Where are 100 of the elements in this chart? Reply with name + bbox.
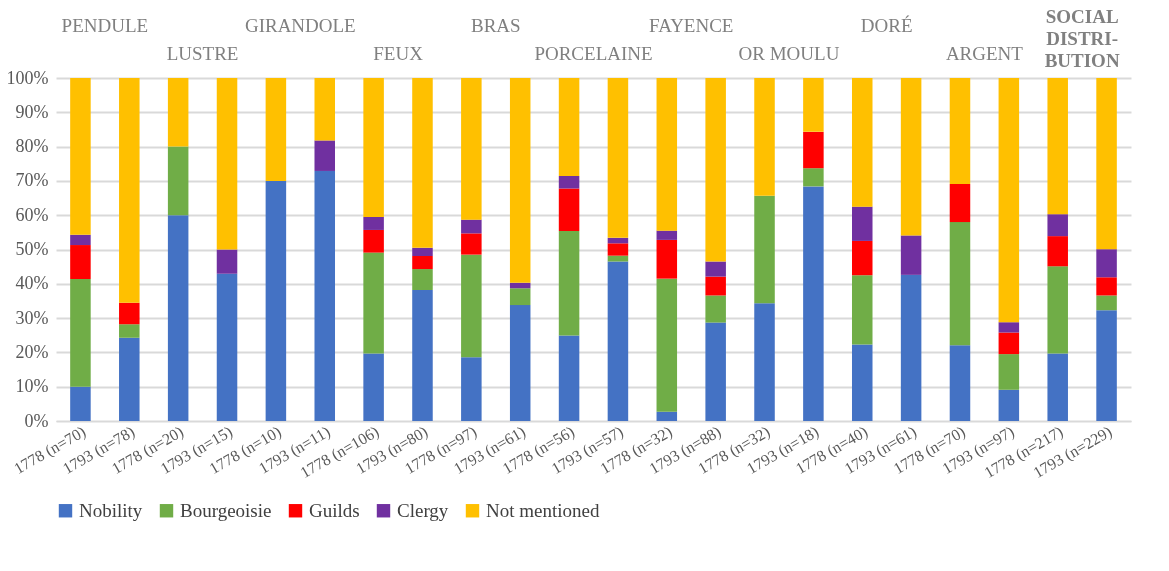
bar — [363, 216, 384, 230]
bar — [558, 78, 580, 177]
bar — [607, 78, 629, 238]
bar — [119, 78, 140, 303]
bar — [998, 354, 1020, 390]
bar — [851, 206, 873, 241]
bar — [363, 252, 384, 354]
bar — [412, 247, 433, 257]
bar — [1047, 353, 1068, 421]
bar — [70, 386, 91, 421]
bar — [167, 215, 189, 421]
bar — [1096, 277, 1117, 296]
bar — [558, 335, 580, 421]
bar — [412, 269, 433, 290]
bar — [900, 78, 922, 236]
bar — [949, 183, 971, 223]
bar — [900, 235, 922, 275]
bar — [998, 322, 1020, 333]
bar — [1047, 266, 1068, 354]
bar — [70, 279, 91, 387]
legend-label: Guilds — [309, 499, 360, 521]
bar — [607, 261, 629, 421]
bar — [1047, 78, 1068, 215]
y-tick-label: 10% — [15, 376, 49, 397]
legend-label: Clergy — [397, 499, 449, 521]
y-tick-label: 30% — [15, 307, 49, 328]
bar — [119, 302, 140, 325]
bar — [754, 195, 775, 304]
bar — [461, 233, 482, 255]
legend-label: Not mentioned — [486, 499, 600, 521]
bar — [754, 78, 775, 196]
bar — [167, 146, 189, 216]
bar — [558, 188, 580, 231]
y-tick-label: 100% — [6, 67, 49, 88]
y-tick-label: 0% — [24, 410, 49, 431]
text: DORÉ — [860, 15, 913, 36]
bar — [1096, 295, 1117, 311]
legend-label: Nobility — [79, 499, 143, 521]
bar — [509, 78, 531, 283]
bar — [363, 78, 384, 217]
bar — [705, 276, 726, 296]
bar — [363, 353, 384, 421]
bar — [705, 261, 726, 277]
bar — [705, 295, 726, 323]
bar — [656, 239, 678, 279]
bar — [314, 170, 336, 421]
bar — [705, 78, 726, 262]
bar — [656, 78, 678, 231]
bar — [70, 234, 91, 246]
text: LUSTRE — [166, 43, 239, 64]
y-tick-label: 60% — [15, 204, 49, 225]
bar — [1096, 249, 1117, 278]
y-tick-label: 70% — [15, 170, 49, 191]
y-tick-label: 50% — [15, 239, 49, 259]
bar — [265, 78, 287, 181]
bar — [70, 78, 91, 235]
bar — [461, 254, 482, 358]
bar — [754, 303, 775, 421]
bar — [607, 255, 629, 262]
bar — [803, 131, 824, 169]
bar — [803, 186, 824, 421]
bar — [265, 180, 287, 421]
bar — [461, 219, 482, 234]
y-tick-label: 80% — [15, 136, 49, 157]
text: BRAS — [470, 15, 521, 36]
bar — [461, 357, 482, 421]
bar — [900, 274, 922, 421]
y-tick-label: 40% — [15, 273, 49, 294]
bar — [803, 78, 824, 132]
bar — [998, 389, 1020, 421]
bar — [314, 78, 336, 141]
bar — [1047, 214, 1068, 237]
legend-label: Bourgeoisie — [180, 499, 272, 521]
text: GIRANDOLE — [244, 15, 356, 36]
y-tick-label: 20% — [15, 341, 49, 362]
bar — [509, 305, 531, 421]
bar — [558, 230, 580, 336]
bar — [314, 140, 336, 171]
text: FAYENCE — [648, 15, 734, 36]
bar — [119, 337, 140, 421]
bar — [412, 256, 433, 270]
bar — [412, 289, 433, 421]
bar — [558, 176, 580, 189]
bar — [656, 278, 678, 412]
bar — [1096, 310, 1117, 421]
text: SOCIAL DISTRI- BUTION — [1044, 6, 1120, 71]
bar — [216, 249, 238, 274]
bar — [949, 345, 971, 421]
bar — [119, 324, 140, 338]
bar — [1096, 78, 1117, 250]
bar — [607, 243, 629, 256]
bar — [167, 78, 189, 147]
text: FEUX — [373, 43, 424, 64]
bar — [705, 322, 726, 421]
bar — [851, 240, 873, 276]
bar — [851, 78, 873, 207]
bar — [509, 288, 531, 306]
bar — [851, 344, 873, 421]
text: OR MOULU — [738, 43, 840, 64]
text: PENDULE — [61, 15, 149, 36]
